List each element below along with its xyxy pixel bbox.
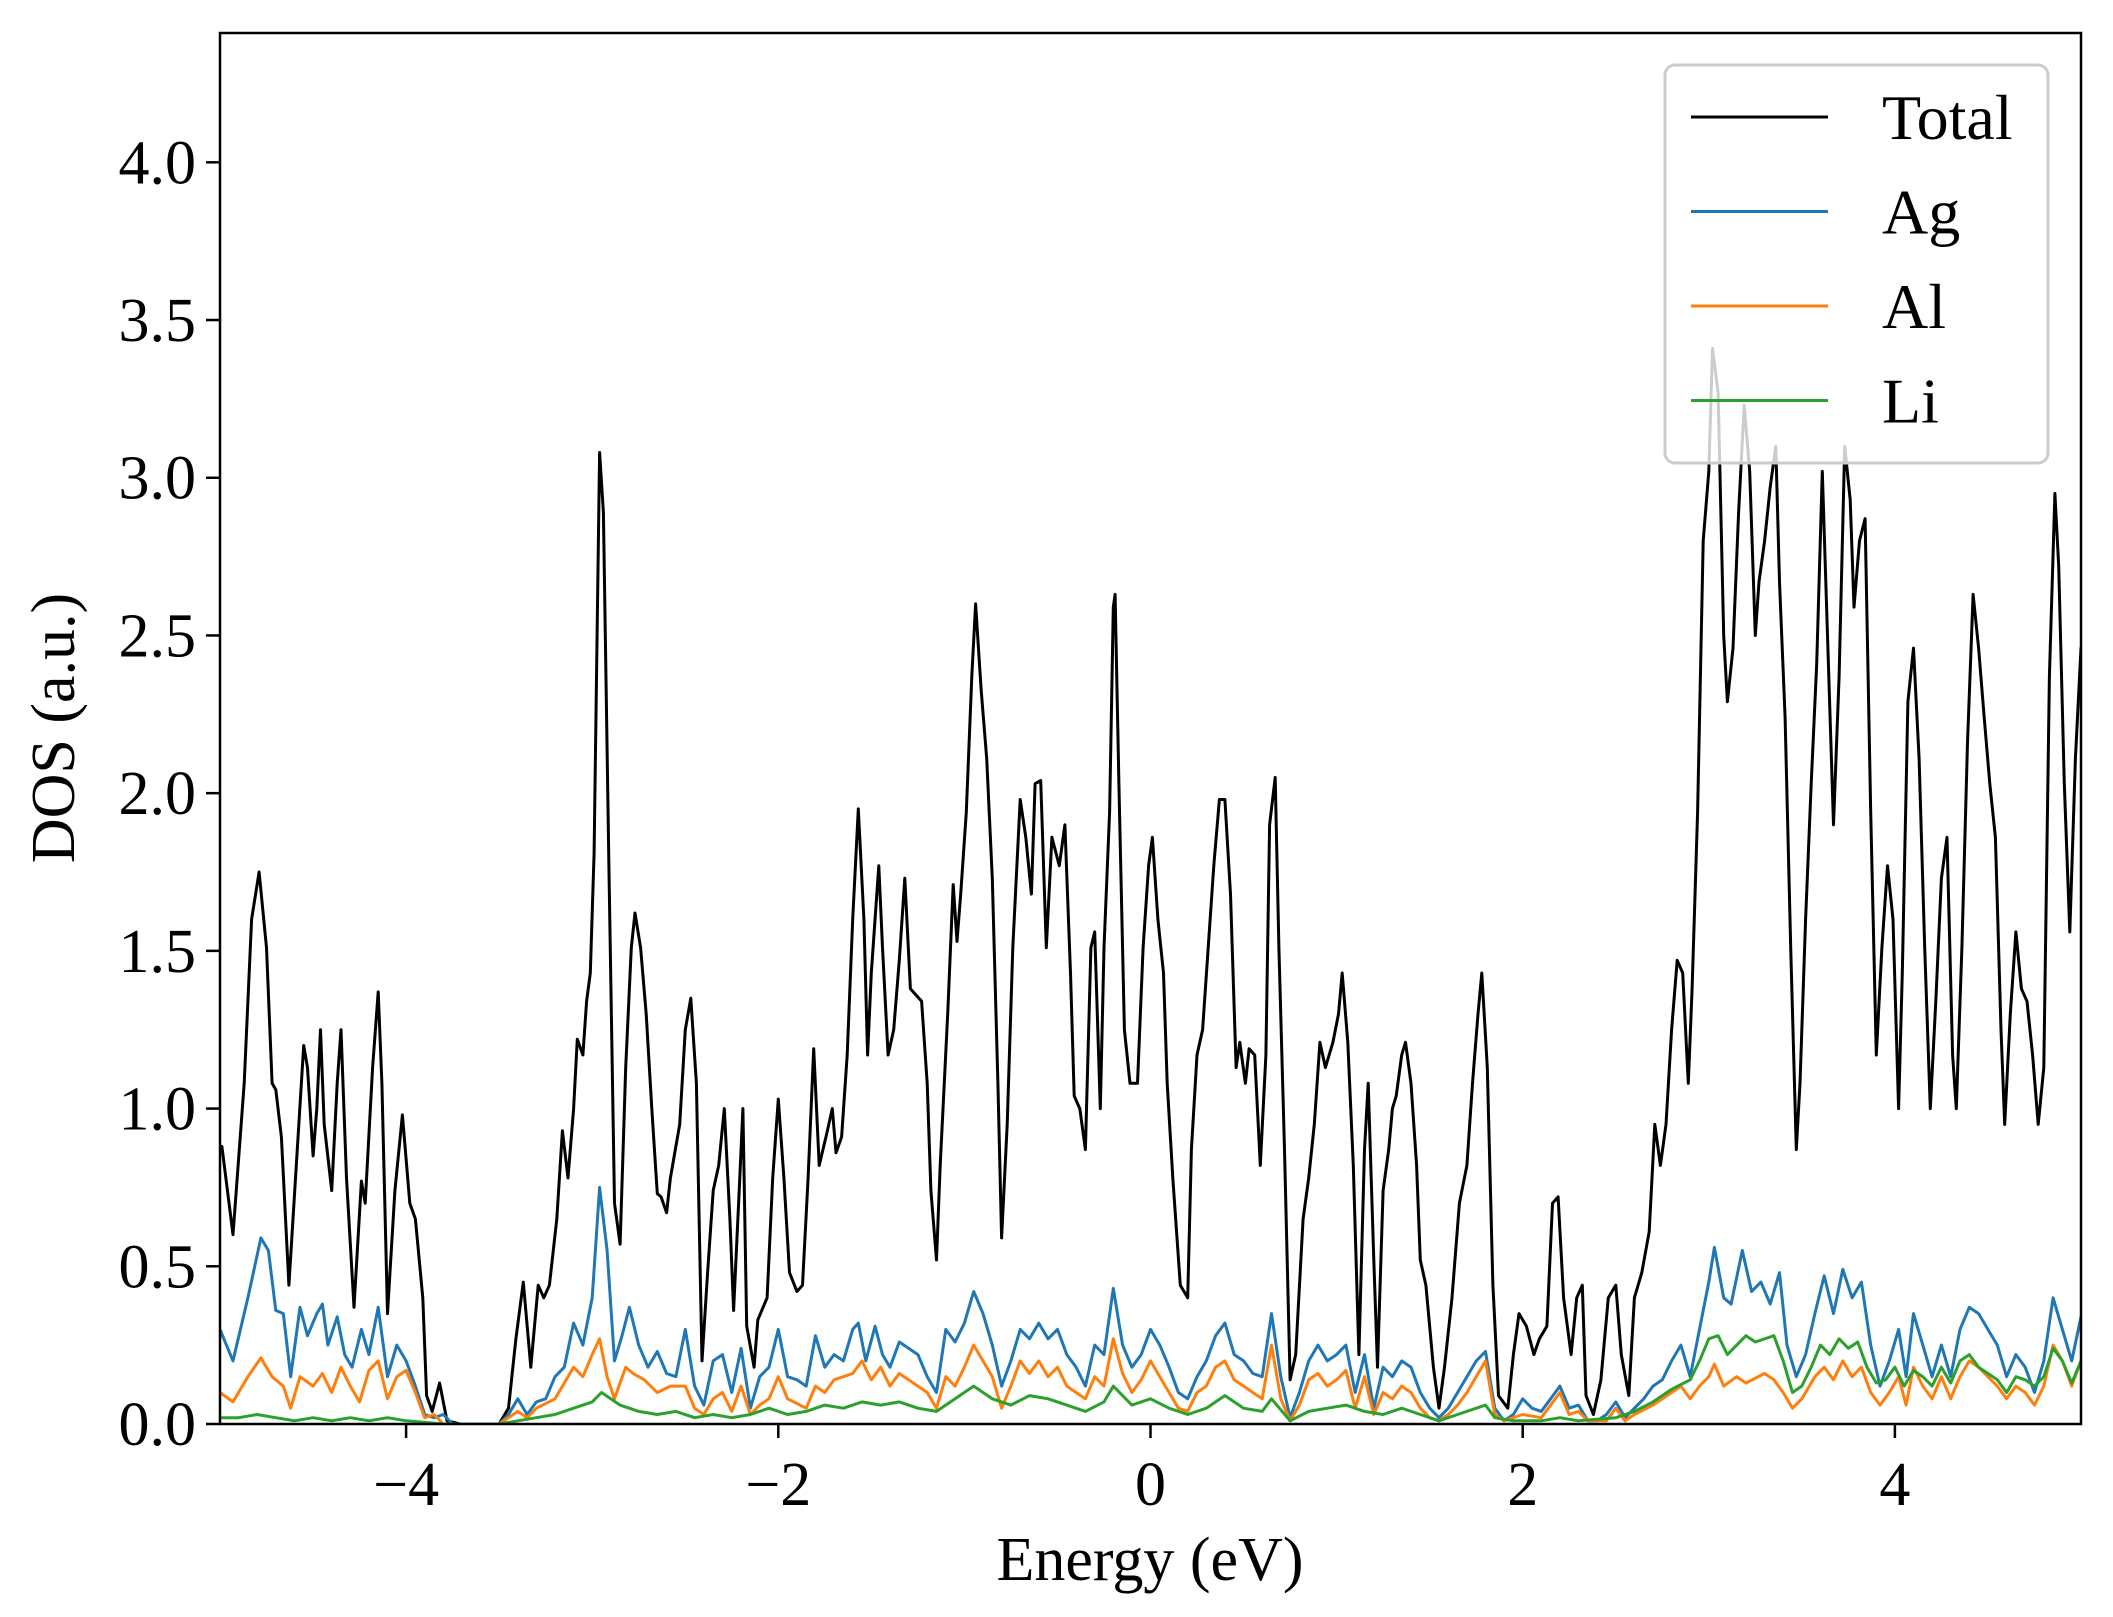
legend-label-li: Li — [1882, 366, 1939, 437]
series-line-ag — [220, 1185, 2081, 1424]
series-layer — [220, 346, 2081, 1424]
legend-label-al: Al — [1882, 271, 1946, 342]
y-tick-label: 1.0 — [119, 1076, 197, 1144]
y-tick-label: 1.5 — [119, 918, 197, 986]
series-line-al — [220, 1337, 2081, 1424]
x-tick-label: 0 — [1135, 1451, 1166, 1519]
y-tick-label: 0.0 — [119, 1391, 197, 1459]
x-tick-label: 4 — [1879, 1451, 1910, 1519]
x-tick-label: −2 — [745, 1451, 811, 1519]
legend-box — [1663, 63, 2050, 465]
x-axis: −4 −2 0 2 4 — [373, 1424, 1910, 1519]
y-tick-label: 2.0 — [119, 760, 197, 828]
y-tick-label: 0.5 — [119, 1233, 197, 1301]
x-axis-label: Energy (eV) — [996, 1526, 1303, 1594]
y-tick-label: 3.5 — [119, 287, 197, 355]
y-axis-label: DOS (a.u.) — [20, 593, 88, 863]
y-axis: 0.0 0.5 1.0 1.5 2.0 2.5 3.0 3.5 4.0 — [119, 129, 220, 1459]
legend-label-ag: Ag — [1882, 177, 1960, 248]
x-tick-label: 2 — [1507, 1451, 1538, 1519]
series-line-total — [220, 346, 2081, 1424]
legend-label-total: Total — [1882, 82, 2013, 153]
y-tick-label: 3.0 — [119, 445, 197, 513]
y-tick-label: 4.0 — [119, 129, 197, 197]
x-tick-label: −4 — [373, 1451, 439, 1519]
legend: Total Ag Al Li — [1663, 63, 2050, 465]
series-line-li — [220, 1334, 2081, 1424]
y-tick-label: 2.5 — [119, 602, 197, 670]
